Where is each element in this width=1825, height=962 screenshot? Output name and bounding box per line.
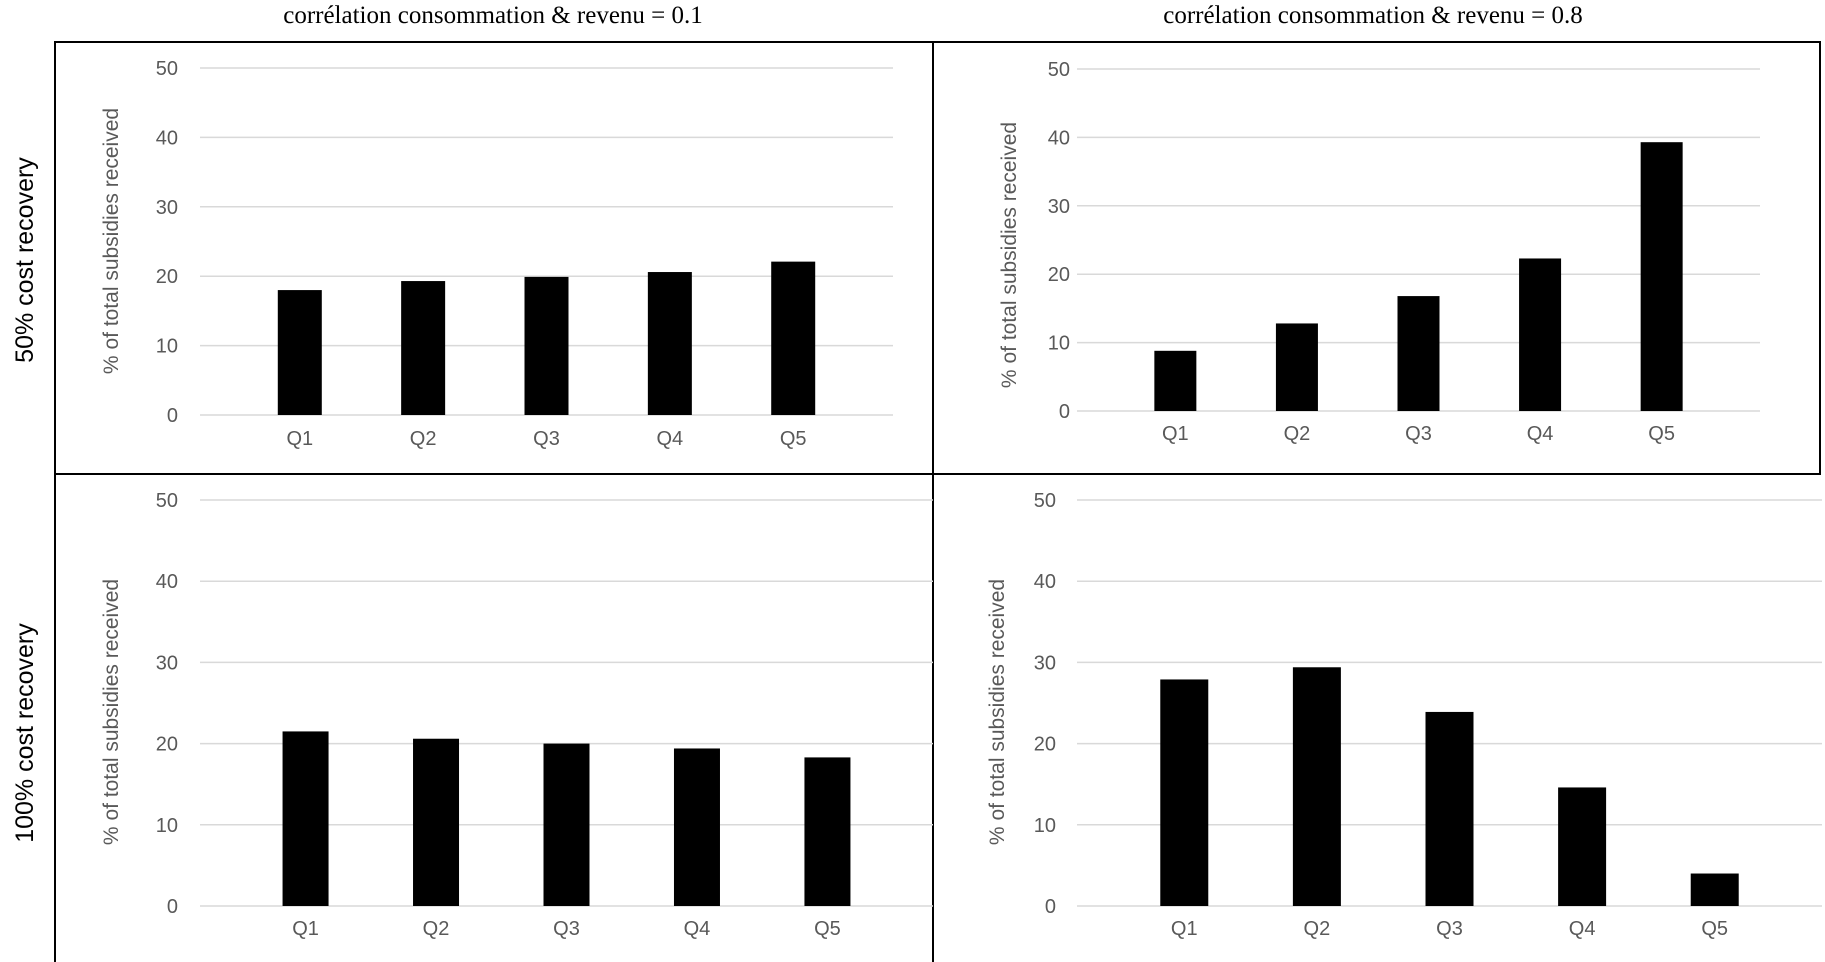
y-tick-label: 50	[1048, 59, 1070, 81]
y-tick-label: 20	[156, 266, 178, 288]
x-category-label: Q2	[423, 918, 450, 940]
y-tick-label: 10	[1048, 333, 1070, 355]
y-tick-label: 30	[156, 197, 178, 219]
bar-q1	[277, 290, 322, 415]
y-tick-label: 50	[1034, 490, 1056, 512]
x-category-label: Q5	[814, 918, 841, 940]
chart-panel-2: 0 10 20 30 40 50 % of total subsidies received…	[998, 59, 1760, 445]
chart-panel-3: 0 10 20 30 40 50 % of total subsidies received…	[100, 490, 933, 940]
bar-q2	[413, 738, 460, 906]
y-tick-label: 20	[1048, 264, 1070, 286]
x-category-label: Q3	[1436, 918, 1463, 940]
y-tick-label: 0	[167, 896, 178, 918]
column-title-corr-0-1: corrélation consommation & revenu = 0.1	[283, 2, 703, 29]
y-axis-label: % of total subsidies received	[100, 579, 123, 845]
bar-q3	[1397, 296, 1440, 411]
x-category-label: Q4	[1569, 918, 1596, 940]
y-tick-label: 40	[156, 127, 178, 149]
x-category-label: Q5	[1701, 918, 1728, 940]
bar-q1	[1160, 679, 1209, 906]
bar-q3	[524, 276, 569, 415]
x-category-label: Q2	[1304, 918, 1331, 940]
bar-q5	[804, 757, 851, 906]
y-tick-label: 0	[167, 405, 178, 427]
bar-q3	[1425, 711, 1474, 906]
x-category-label: Q3	[533, 428, 560, 450]
y-axis-label: % of total subsidies received	[986, 579, 1009, 845]
x-category-label: Q1	[1171, 918, 1198, 940]
x-category-label: Q2	[410, 428, 437, 450]
bar-q5	[1690, 873, 1739, 906]
y-tick-label: 20	[1034, 734, 1056, 756]
y-tick-label: 40	[1034, 571, 1056, 593]
bar-q2	[1275, 323, 1318, 411]
bar-q2	[1292, 667, 1341, 906]
x-category-label: Q4	[657, 428, 684, 450]
y-tick-label: 30	[1048, 196, 1070, 218]
bar-q5	[771, 261, 816, 415]
y-tick-label: 40	[156, 571, 178, 593]
y-tick-label: 50	[156, 58, 178, 80]
y-tick-label: 10	[1034, 815, 1056, 837]
bar-q4	[673, 748, 720, 906]
x-category-label: Q4	[1527, 423, 1554, 445]
bar-q1	[282, 731, 329, 906]
y-tick-label: 10	[156, 815, 178, 837]
x-category-label: Q2	[1284, 423, 1311, 445]
y-tick-label: 50	[156, 490, 178, 512]
panel-frame-top-right	[932, 41, 1821, 475]
y-tick-label: 0	[1045, 896, 1056, 918]
x-category-label: Q4	[684, 918, 711, 940]
y-tick-label: 10	[156, 336, 178, 358]
y-axis-label: % of total subsidies received	[998, 122, 1021, 388]
bar-q4	[1558, 787, 1607, 906]
y-axis-label: % of total subsidies received	[100, 108, 123, 374]
bar-q4	[647, 272, 692, 415]
x-category-label: Q1	[292, 918, 319, 940]
column-title-corr-0-8: corrélation consommation & revenu = 0.8	[1163, 2, 1583, 29]
bar-q2	[401, 281, 446, 415]
y-tick-label: 40	[1048, 127, 1070, 149]
y-tick-label: 20	[156, 734, 178, 756]
chart-panel-4: 0 10 20 30 40 50 % of total subsidies received…	[986, 490, 1822, 940]
bar-q4	[1519, 258, 1562, 411]
y-tick-label: 30	[1034, 652, 1056, 674]
y-tick-label: 0	[1059, 401, 1070, 423]
bar-q1	[1154, 350, 1197, 411]
chart-panel-1: 0 10 20 30 40 50 % of total subsidies received…	[100, 58, 893, 450]
bar-q3	[543, 743, 590, 906]
x-category-label: Q3	[553, 918, 580, 940]
x-category-label: Q3	[1405, 423, 1432, 445]
bar-q5	[1640, 142, 1683, 412]
x-category-label: Q5	[780, 428, 807, 450]
x-category-label: Q1	[286, 428, 313, 450]
x-category-label: Q1	[1162, 423, 1189, 445]
x-category-label: Q5	[1648, 423, 1675, 445]
y-tick-label: 30	[156, 652, 178, 674]
